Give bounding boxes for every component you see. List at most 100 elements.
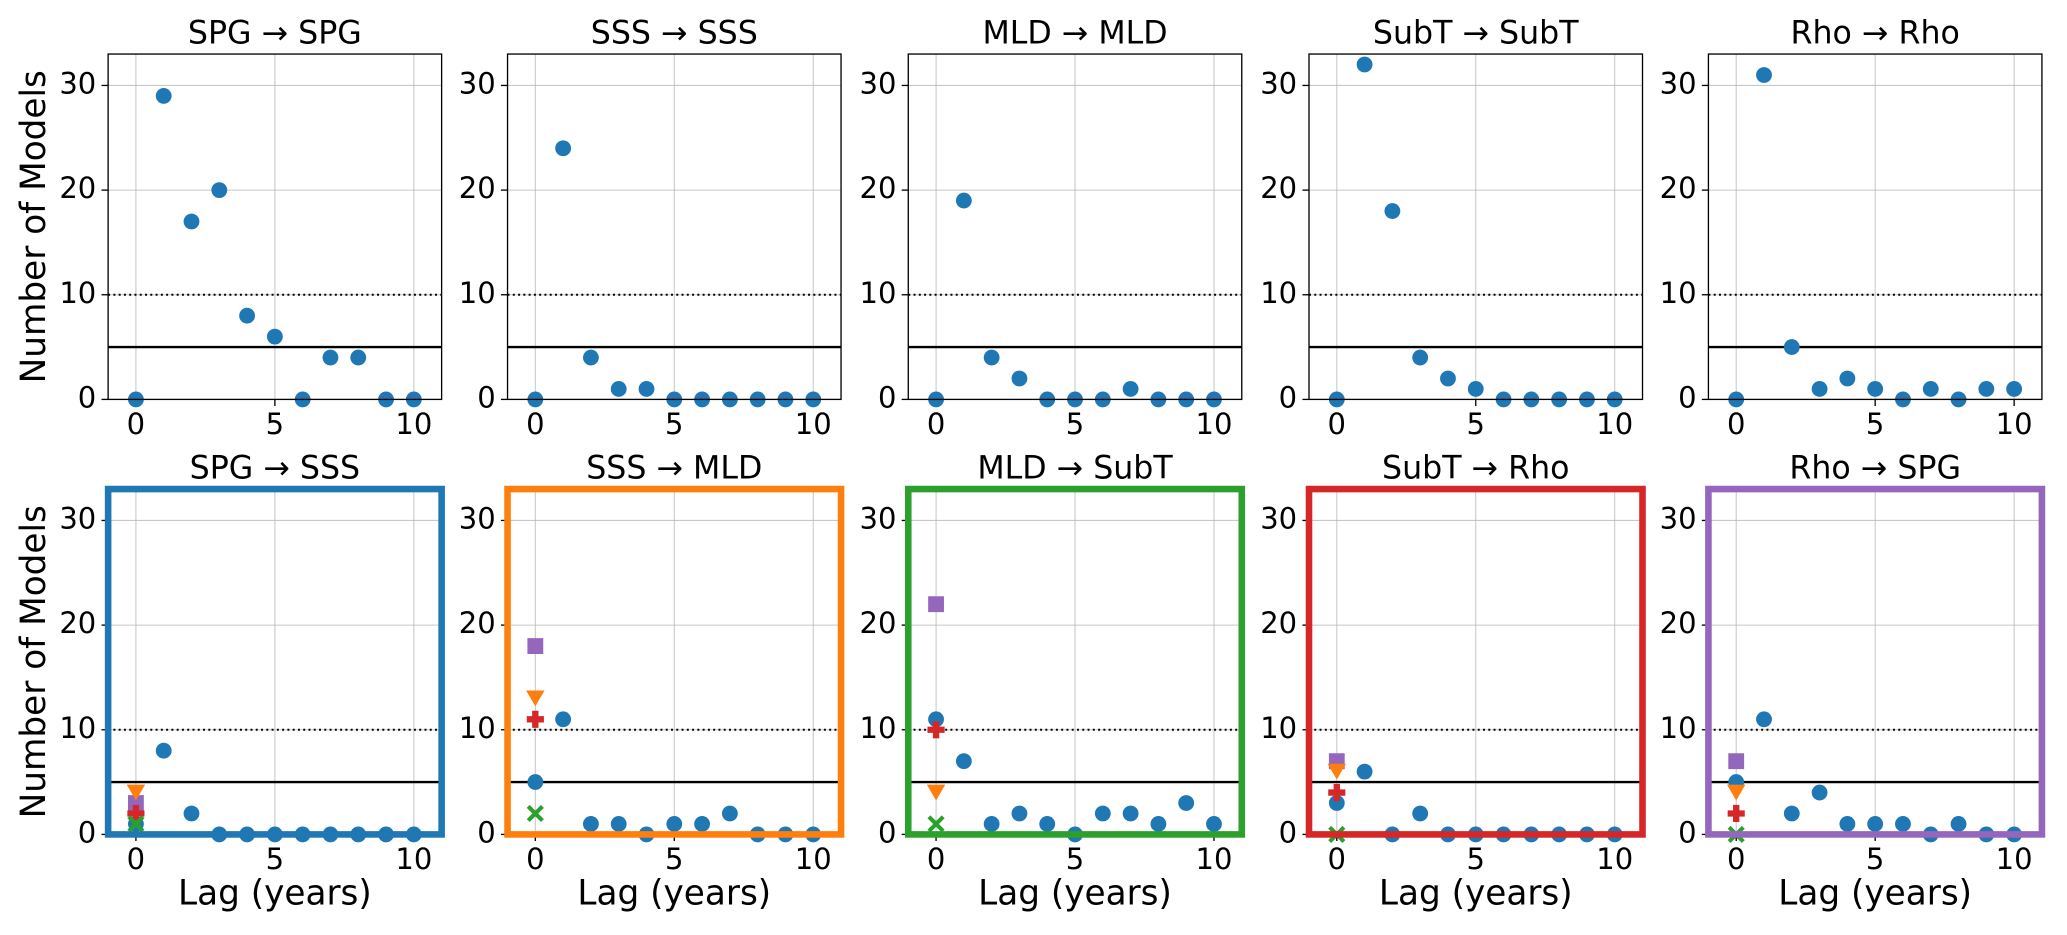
y-tick-label: 10 — [59, 711, 96, 745]
marker — [955, 753, 972, 770]
marker — [183, 213, 200, 230]
y-tick-label: 30 — [1260, 501, 1297, 535]
marker — [927, 815, 945, 833]
y-tick-label: 20 — [1660, 171, 1697, 205]
x-tick-label: 0 — [526, 842, 544, 876]
marker — [526, 710, 544, 728]
y-tick-label: 30 — [1660, 66, 1697, 100]
marker — [155, 87, 172, 104]
y-tick-label: 10 — [459, 711, 496, 745]
marker — [1728, 753, 1745, 770]
marker — [1178, 795, 1195, 811]
marker — [1756, 67, 1772, 83]
x-axis-label: Lag (years) — [1379, 874, 1573, 914]
x-tick-label: 0 — [127, 407, 145, 441]
marker — [127, 804, 145, 823]
x-tick-label: 5 — [665, 407, 683, 441]
chart-title: Rho → Rho — [1790, 15, 1959, 51]
y-tick-label: 10 — [860, 276, 897, 310]
x-tick-label: 5 — [1467, 407, 1485, 441]
x-tick-label: 0 — [127, 842, 145, 876]
marker — [128, 795, 144, 811]
axes-frame — [1705, 485, 2046, 838]
x-tick-label: 5 — [266, 407, 284, 441]
y-tick-label: 30 — [1260, 66, 1297, 100]
marker — [527, 774, 544, 791]
x-tick-label: 10 — [1196, 407, 1233, 441]
y-tick-label: 30 — [860, 66, 897, 100]
x-tick-label: 10 — [795, 407, 832, 441]
x-tick-label: 0 — [1328, 842, 1346, 876]
marker — [126, 784, 146, 801]
axes-frame — [907, 53, 1243, 401]
marker — [1839, 816, 1856, 832]
chart-title: SPG → SPG — [188, 15, 362, 51]
marker — [1978, 381, 1995, 397]
y-tick-label: 30 — [1660, 501, 1697, 535]
y-tick-label: 10 — [1260, 276, 1297, 310]
x-tick-label: 0 — [927, 407, 945, 441]
marker — [155, 742, 172, 759]
axes-frame — [904, 485, 1246, 838]
y-tick-label: 10 — [59, 276, 96, 310]
chart-title: SubT → Rho — [1382, 450, 1569, 486]
y-tick-label: 0 — [78, 815, 96, 849]
marker — [1011, 370, 1028, 387]
marker — [1206, 816, 1222, 832]
y-tick-label: 20 — [1660, 606, 1697, 640]
y-tick-label: 30 — [459, 66, 496, 100]
x-tick-label: 5 — [1866, 842, 1884, 876]
chart-title: MLD → MLD — [982, 15, 1167, 51]
y-axis-label: Number of Models — [14, 70, 54, 383]
x-tick-label: 0 — [1727, 407, 1745, 441]
y-tick-label: 10 — [1660, 711, 1697, 745]
x-axis-label: Lag (years) — [978, 874, 1172, 914]
x-tick-label: 5 — [1467, 842, 1485, 876]
marker — [1356, 763, 1373, 780]
marker — [610, 816, 627, 832]
marker — [239, 307, 255, 324]
y-tick-label: 0 — [1678, 815, 1696, 849]
y-tick-label: 20 — [1260, 171, 1297, 205]
x-tick-label: 10 — [1996, 842, 2033, 876]
y-tick-label: 0 — [878, 380, 896, 414]
marker — [2006, 381, 2023, 397]
y-tick-label: 0 — [1678, 380, 1696, 414]
y-tick-label: 10 — [860, 711, 897, 745]
y-tick-label: 20 — [59, 606, 96, 640]
axes-frame — [506, 53, 842, 401]
y-tick-label: 30 — [860, 501, 897, 535]
marker — [526, 690, 545, 707]
x-tick-label: 5 — [1866, 407, 1884, 441]
marker — [1328, 795, 1345, 811]
marker — [983, 816, 1000, 832]
y-tick-label: 20 — [459, 606, 496, 640]
marker — [183, 805, 200, 822]
marker — [610, 381, 627, 397]
marker — [1811, 381, 1828, 397]
marker — [1412, 349, 1429, 366]
marker — [526, 804, 544, 823]
y-tick-label: 0 — [1279, 380, 1297, 414]
marker — [322, 349, 339, 366]
axes-frame — [104, 485, 445, 838]
y-tick-label: 0 — [477, 815, 495, 849]
marker — [555, 140, 572, 157]
marker — [638, 381, 655, 397]
chart-title: SSS → SSS — [591, 15, 758, 51]
marker — [555, 711, 572, 728]
marker — [1122, 805, 1139, 822]
x-axis-label: Lag (years) — [1778, 874, 1972, 914]
y-tick-label: 20 — [459, 171, 496, 205]
marker — [1726, 784, 1746, 801]
marker — [1327, 763, 1347, 780]
marker — [1783, 805, 1800, 822]
x-tick-label: 10 — [1996, 407, 2033, 441]
marker — [1328, 783, 1346, 802]
x-tick-label: 5 — [665, 842, 683, 876]
marker — [1467, 381, 1484, 397]
y-tick-label: 30 — [59, 501, 96, 535]
y-tick-label: 20 — [1260, 606, 1297, 640]
marker — [1867, 381, 1884, 397]
